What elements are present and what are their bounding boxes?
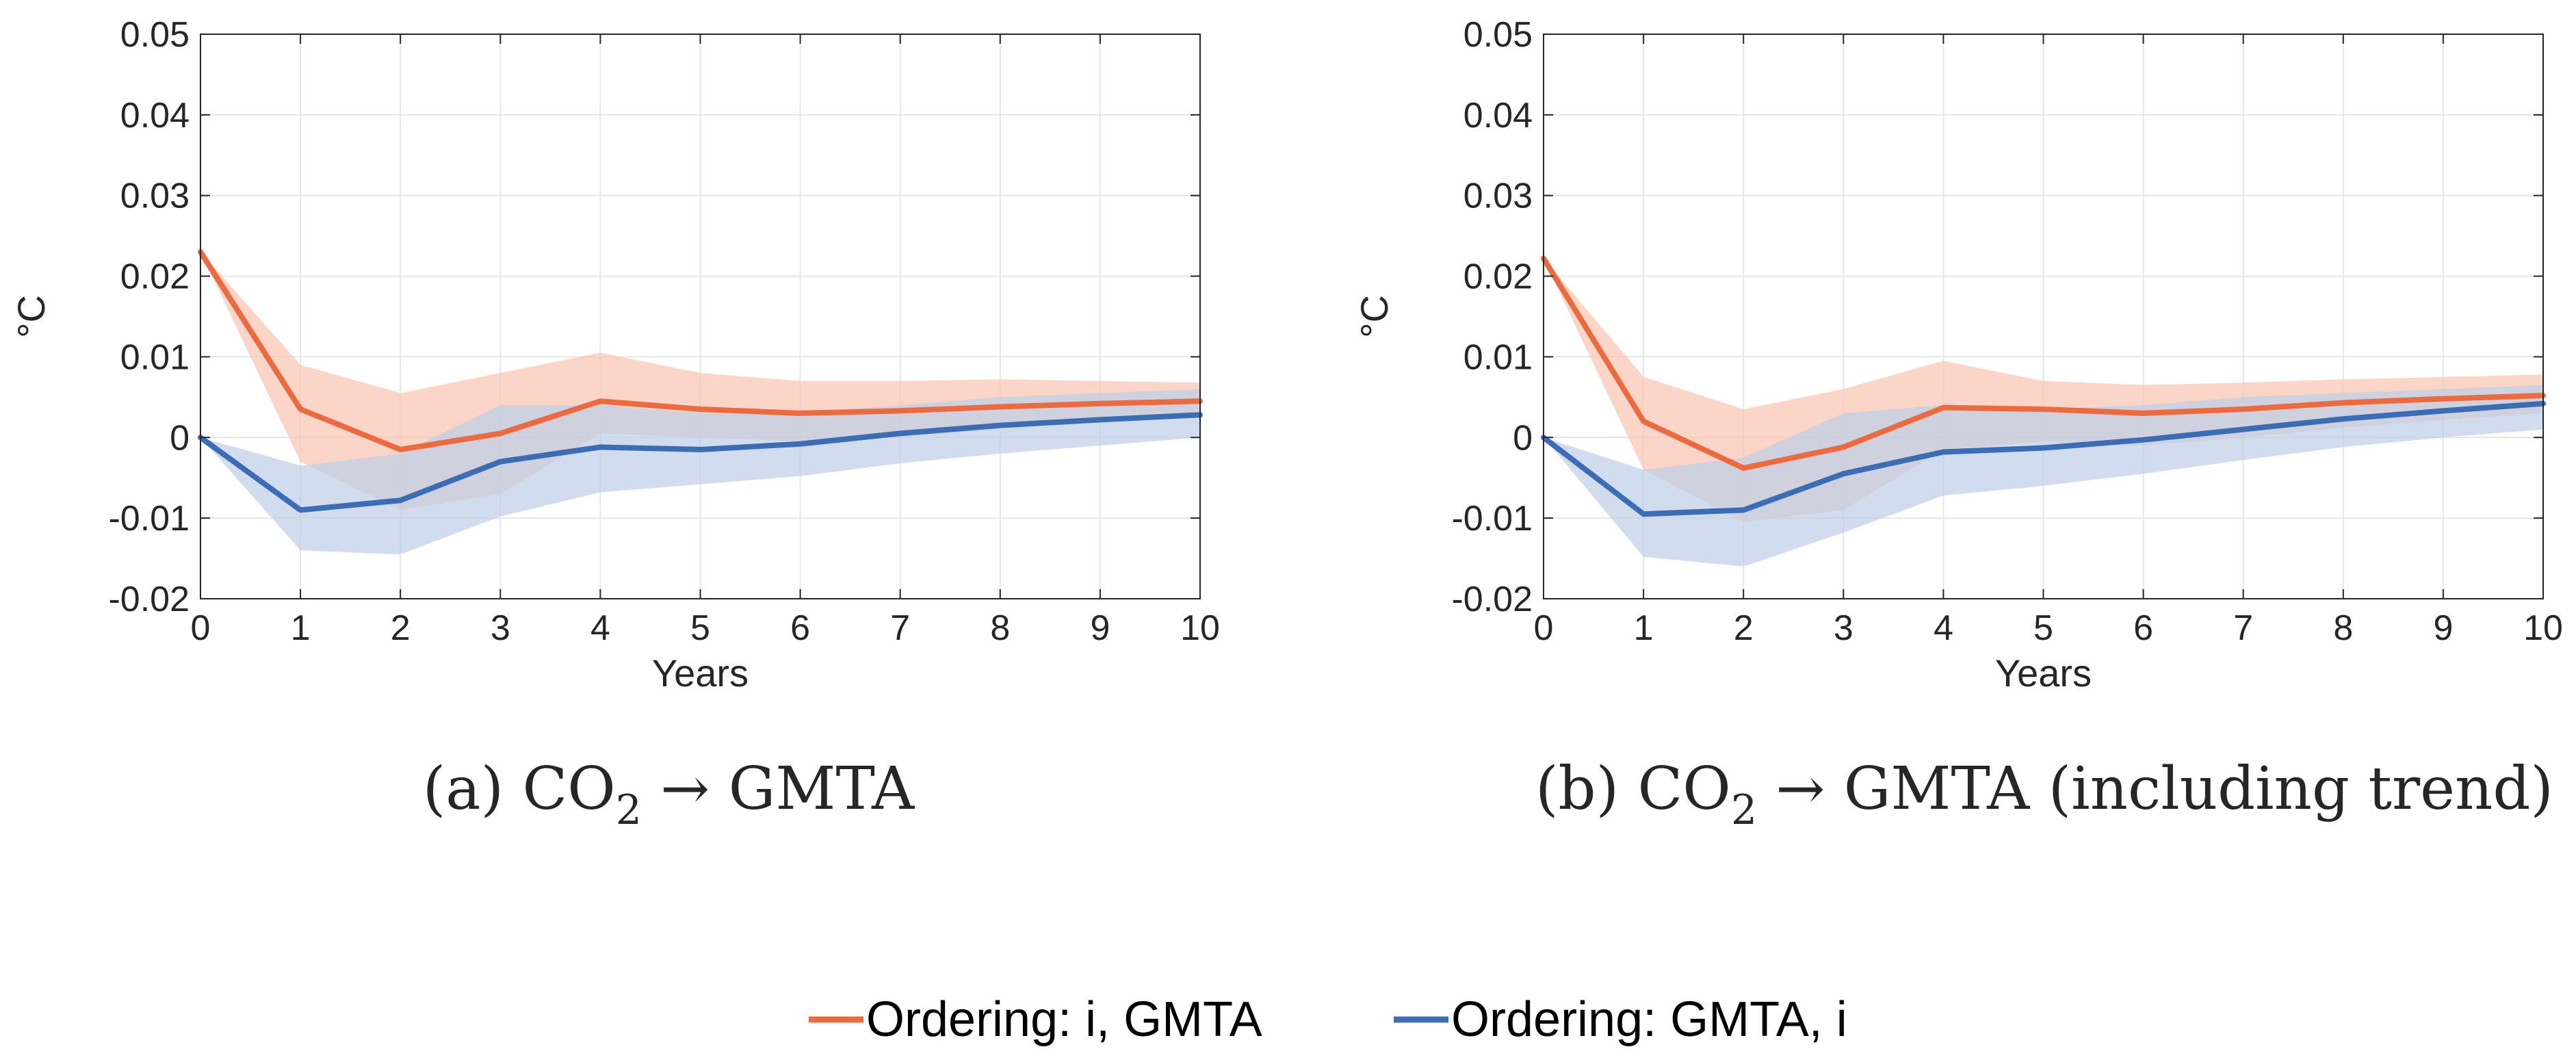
legend-entry-ordering-i-gmta: Ordering: i, GMTA <box>809 992 1262 1047</box>
x-tick-label: 8 <box>990 608 1010 648</box>
x-tick-label: 2 <box>1734 608 1754 648</box>
confidence-band-series-2 <box>1544 385 2543 567</box>
y-tick-label: 0.03 <box>1463 177 1533 216</box>
x-tick-label: 3 <box>491 608 510 648</box>
x-tick-label: 0 <box>191 608 211 648</box>
x-tick-label: 1 <box>291 608 311 648</box>
x-tick-label: 3 <box>1834 608 1853 648</box>
x-tick-label: 8 <box>2333 608 2353 648</box>
x-tick-label: 5 <box>2033 608 2053 648</box>
x-axis-label: Years <box>652 651 749 695</box>
y-tick-label: -0.01 <box>108 499 190 539</box>
x-tick-label: 7 <box>890 608 910 648</box>
x-tick-label: 9 <box>1090 608 1110 648</box>
y-tick-label: 0.05 <box>1463 15 1533 55</box>
legend-label: Ordering: GMTA, i <box>1451 992 1847 1047</box>
caption-a: (a) CO2 → GMTA <box>423 755 915 834</box>
x-tick-label: 6 <box>2133 608 2153 648</box>
x-tick-label: 0 <box>1534 608 1554 648</box>
y-tick-label: 0 <box>1513 418 1533 458</box>
y-tick-label: 0.05 <box>120 15 190 55</box>
y-tick-label: 0.03 <box>120 177 190 216</box>
y-tick-label: -0.02 <box>1451 580 1533 619</box>
y-tick-label: 0.01 <box>120 337 190 377</box>
series-line-2 <box>1541 400 2546 517</box>
x-tick-label: 7 <box>2233 608 2253 648</box>
x-tick-label: 4 <box>1934 608 1953 648</box>
series-line-1 <box>198 249 1203 452</box>
x-tick-label: 10 <box>2523 608 2563 648</box>
x-tick-label: 5 <box>690 608 710 648</box>
legend-entry-ordering-gmta-i: Ordering: GMTA, i <box>1394 992 1847 1047</box>
caption-b: (b) CO2 → GMTA (including trend) <box>1535 755 2553 834</box>
y-axis-label: °C <box>1353 295 1396 338</box>
y-tick-label: 0.02 <box>120 257 190 297</box>
y-tick-label: 0.04 <box>1463 96 1533 135</box>
series-line-2 <box>198 412 1203 513</box>
x-tick-label: 10 <box>1180 608 1220 648</box>
y-axis-label: °C <box>10 295 53 338</box>
y-tick-label: -0.01 <box>1451 499 1533 539</box>
x-tick-label: 2 <box>391 608 411 648</box>
y-tick-label: 0 <box>170 418 190 458</box>
y-tick-label: 0.02 <box>1463 257 1533 297</box>
legend: Ordering: i, GMTA Ordering: GMTA, i <box>809 992 1847 1047</box>
y-tick-label: 0.04 <box>120 96 190 135</box>
x-tick-label: 6 <box>790 608 810 648</box>
x-tick-label: 4 <box>590 608 610 648</box>
series-line-1 <box>1541 255 2546 471</box>
panel-a: (a) CO2 → GMTA 0 1 2 3 4 5 6 7 8 9 10 -0.02 -0.01 0 0.… <box>10 15 1220 834</box>
y-tick-label: -0.02 <box>108 580 190 619</box>
y-tick-label: 0.01 <box>1463 337 1533 377</box>
legend-label: Ordering: i, GMTA <box>866 992 1262 1047</box>
x-tick-label: 9 <box>2433 608 2453 648</box>
panel-b: (b) CO2 → GMTA (including trend) 0 1 2 3 4 5 6… <box>1353 15 2563 834</box>
x-tick-label: 1 <box>1634 608 1654 648</box>
x-axis-label: Years <box>1995 651 2092 695</box>
